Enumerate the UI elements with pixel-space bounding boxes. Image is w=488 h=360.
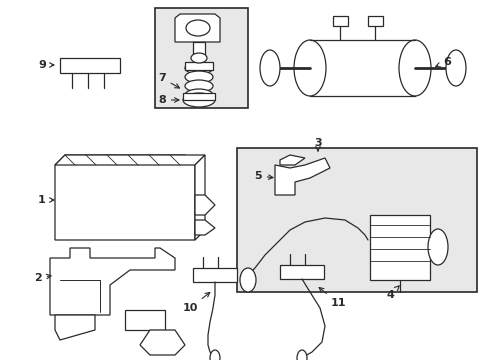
Polygon shape	[175, 14, 220, 42]
Bar	[155, 8, 247, 108]
Text: 1: 1	[38, 195, 54, 205]
Bar	[369, 215, 429, 280]
Ellipse shape	[184, 89, 213, 101]
Polygon shape	[50, 248, 175, 315]
Polygon shape	[55, 315, 95, 340]
Ellipse shape	[184, 80, 213, 92]
Text: 4: 4	[385, 286, 398, 300]
Polygon shape	[280, 155, 305, 165]
Bar	[193, 268, 237, 282]
Text: 10: 10	[182, 292, 209, 313]
Polygon shape	[195, 220, 215, 235]
Polygon shape	[274, 158, 329, 195]
Polygon shape	[195, 155, 204, 240]
Bar	[332, 16, 347, 26]
Text: 9: 9	[38, 60, 54, 70]
Text: 6: 6	[435, 57, 450, 67]
Ellipse shape	[296, 350, 306, 360]
Ellipse shape	[184, 71, 213, 83]
Ellipse shape	[191, 53, 206, 63]
Bar	[367, 16, 382, 26]
Bar	[183, 93, 215, 100]
Ellipse shape	[184, 62, 213, 74]
Text: 8: 8	[158, 95, 179, 105]
Text: 7: 7	[158, 73, 179, 88]
Bar	[280, 265, 324, 279]
Text: 5: 5	[254, 171, 272, 181]
Text: 11: 11	[319, 288, 345, 308]
Polygon shape	[55, 155, 195, 240]
Ellipse shape	[445, 50, 465, 86]
Bar	[60, 58, 120, 73]
Polygon shape	[195, 195, 215, 215]
Text: 2: 2	[34, 273, 51, 283]
Ellipse shape	[209, 350, 220, 360]
Bar	[237, 148, 476, 292]
Bar	[184, 62, 213, 70]
Ellipse shape	[240, 268, 256, 292]
Ellipse shape	[398, 40, 430, 96]
Ellipse shape	[260, 50, 280, 86]
Bar	[309, 40, 414, 96]
Polygon shape	[55, 155, 204, 165]
Text: 3: 3	[314, 138, 321, 151]
Ellipse shape	[293, 40, 325, 96]
Ellipse shape	[183, 93, 215, 107]
Polygon shape	[125, 310, 164, 330]
Ellipse shape	[185, 20, 209, 36]
Polygon shape	[140, 330, 184, 355]
Ellipse shape	[427, 229, 447, 265]
Polygon shape	[193, 42, 204, 55]
